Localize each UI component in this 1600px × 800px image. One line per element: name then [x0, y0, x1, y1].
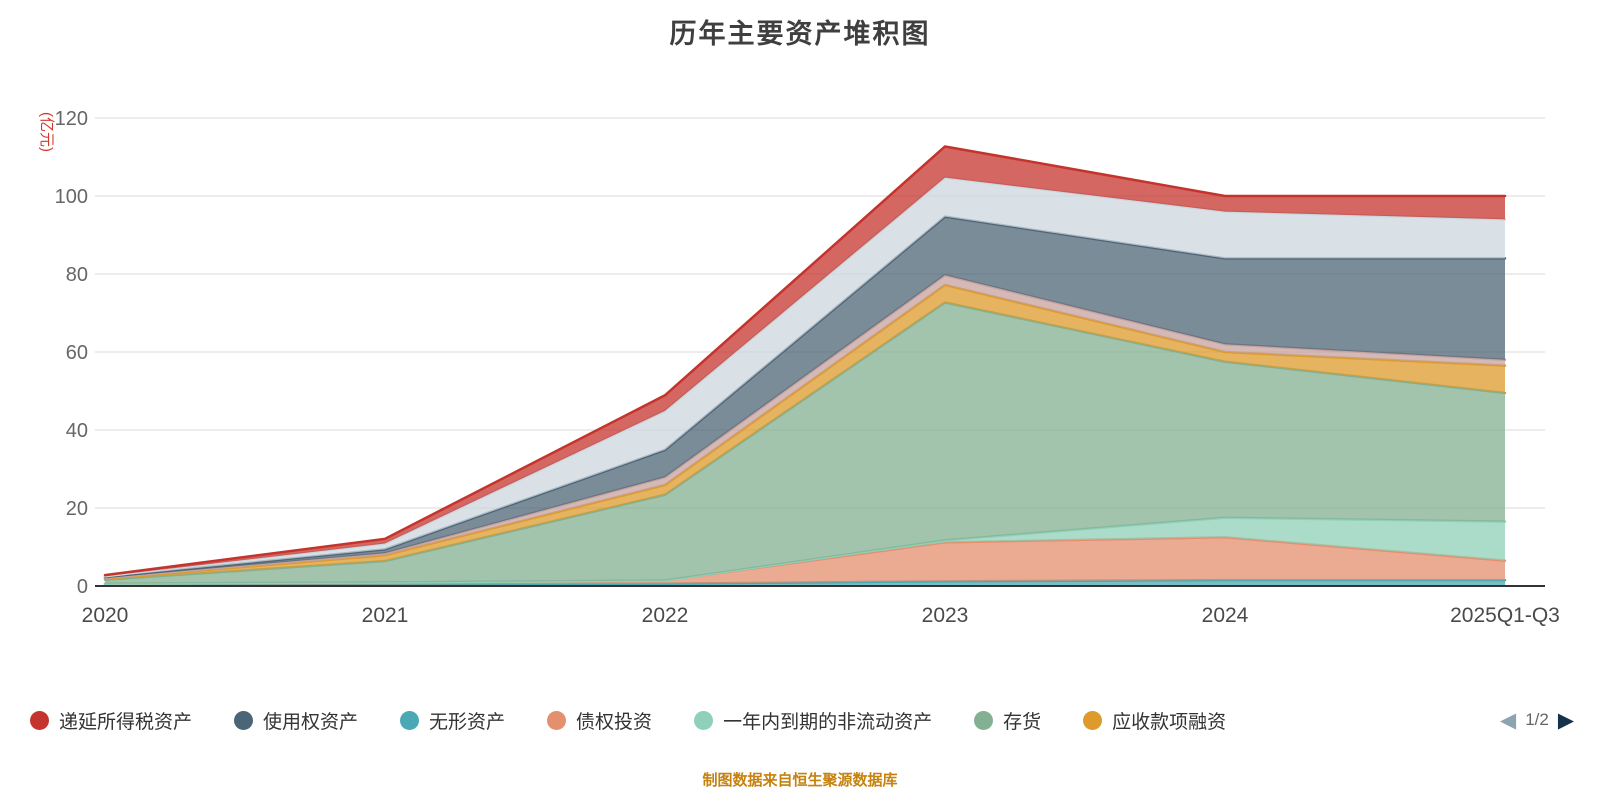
- legend-prev-icon[interactable]: ◀: [1500, 708, 1517, 732]
- legend-marker-icon: [974, 710, 994, 730]
- legend-pager: ◀ 1/2 ▶: [1500, 710, 1574, 731]
- y-tick-label: 100: [55, 186, 88, 208]
- legend-page-indicator: 1/2: [1525, 710, 1549, 729]
- legend-items: 递延所得税资产 使用权资产 无形资产 债权投资 一年内到期的非流动资产 存货 应收款项融资: [30, 707, 1226, 734]
- x-tick-label: 2024: [1202, 604, 1249, 627]
- legend-marker-icon: [547, 710, 567, 730]
- x-tick-label: 2023: [922, 604, 969, 627]
- y-tick-label: 0: [77, 576, 88, 598]
- y-tick-label: 40: [66, 420, 88, 442]
- area-series-6: [105, 216, 1505, 578]
- area-series-line-8: [103, 145, 1507, 577]
- legend-item-0[interactable]: 递延所得税资产: [30, 707, 192, 734]
- legend-item-1[interactable]: 使用权资产: [234, 707, 358, 734]
- legend-next-icon[interactable]: ▶: [1557, 708, 1574, 732]
- legend-item-4[interactable]: 一年内到期的非流动资产: [694, 707, 932, 734]
- y-tick-label: 20: [66, 498, 88, 520]
- legend-item-label: 应收款项融资: [1112, 711, 1227, 733]
- x-tick-label: 2021: [362, 604, 409, 627]
- y-tick-label: 60: [66, 342, 88, 364]
- legend-item-label: 存货: [1003, 711, 1042, 733]
- legend-marker-icon: [400, 710, 420, 730]
- legend-item-label: 无形资产: [429, 711, 506, 733]
- x-tick-label: 2020: [82, 604, 129, 627]
- legend-item-6[interactable]: 应收款项融资: [1083, 707, 1226, 734]
- legend-item-label: 一年内到期的非流动资产: [723, 711, 933, 733]
- data-source-caption: 制图数据来自恒生聚源数据库: [702, 772, 898, 789]
- y-tick-label: 120: [55, 108, 88, 130]
- stacked-area-chart: 0 20 40 60 80 100 120 2020 2021 2022 2023 2024 2025Q…: [55, 108, 1560, 627]
- legend-item-3[interactable]: 债权投资: [547, 707, 652, 734]
- legend-marker-icon: [30, 710, 49, 730]
- legend-item-label: 使用权资产: [263, 711, 359, 733]
- legend: 递延所得税资产 使用权资产 无形资产 债权投资 一年内到期的非流动资产 存货 应收款项融资 …: [30, 700, 1574, 740]
- legend-marker-icon: [234, 710, 254, 730]
- area-series-3: [105, 302, 1505, 584]
- y-tick-label: 80: [66, 264, 88, 286]
- legend-marker-icon: [694, 710, 714, 730]
- area-series-7: [105, 177, 1505, 578]
- chart-title: 历年主要资产堆积图: [669, 19, 931, 49]
- area-series-line-2: [103, 516, 1507, 585]
- area-series-2: [105, 517, 1505, 584]
- x-tick-label: 2025Q1-Q3: [1450, 604, 1560, 627]
- legend-item-label: 递延所得税资产: [59, 711, 193, 733]
- area-series-1: [105, 537, 1505, 585]
- x-tick-label: 2022: [642, 604, 689, 627]
- legend-marker-icon: [1083, 710, 1103, 730]
- legend-item-label: 债权投资: [576, 711, 653, 733]
- legend-item-2[interactable]: 无形资产: [400, 707, 505, 734]
- legend-item-5[interactable]: 存货: [974, 707, 1041, 734]
